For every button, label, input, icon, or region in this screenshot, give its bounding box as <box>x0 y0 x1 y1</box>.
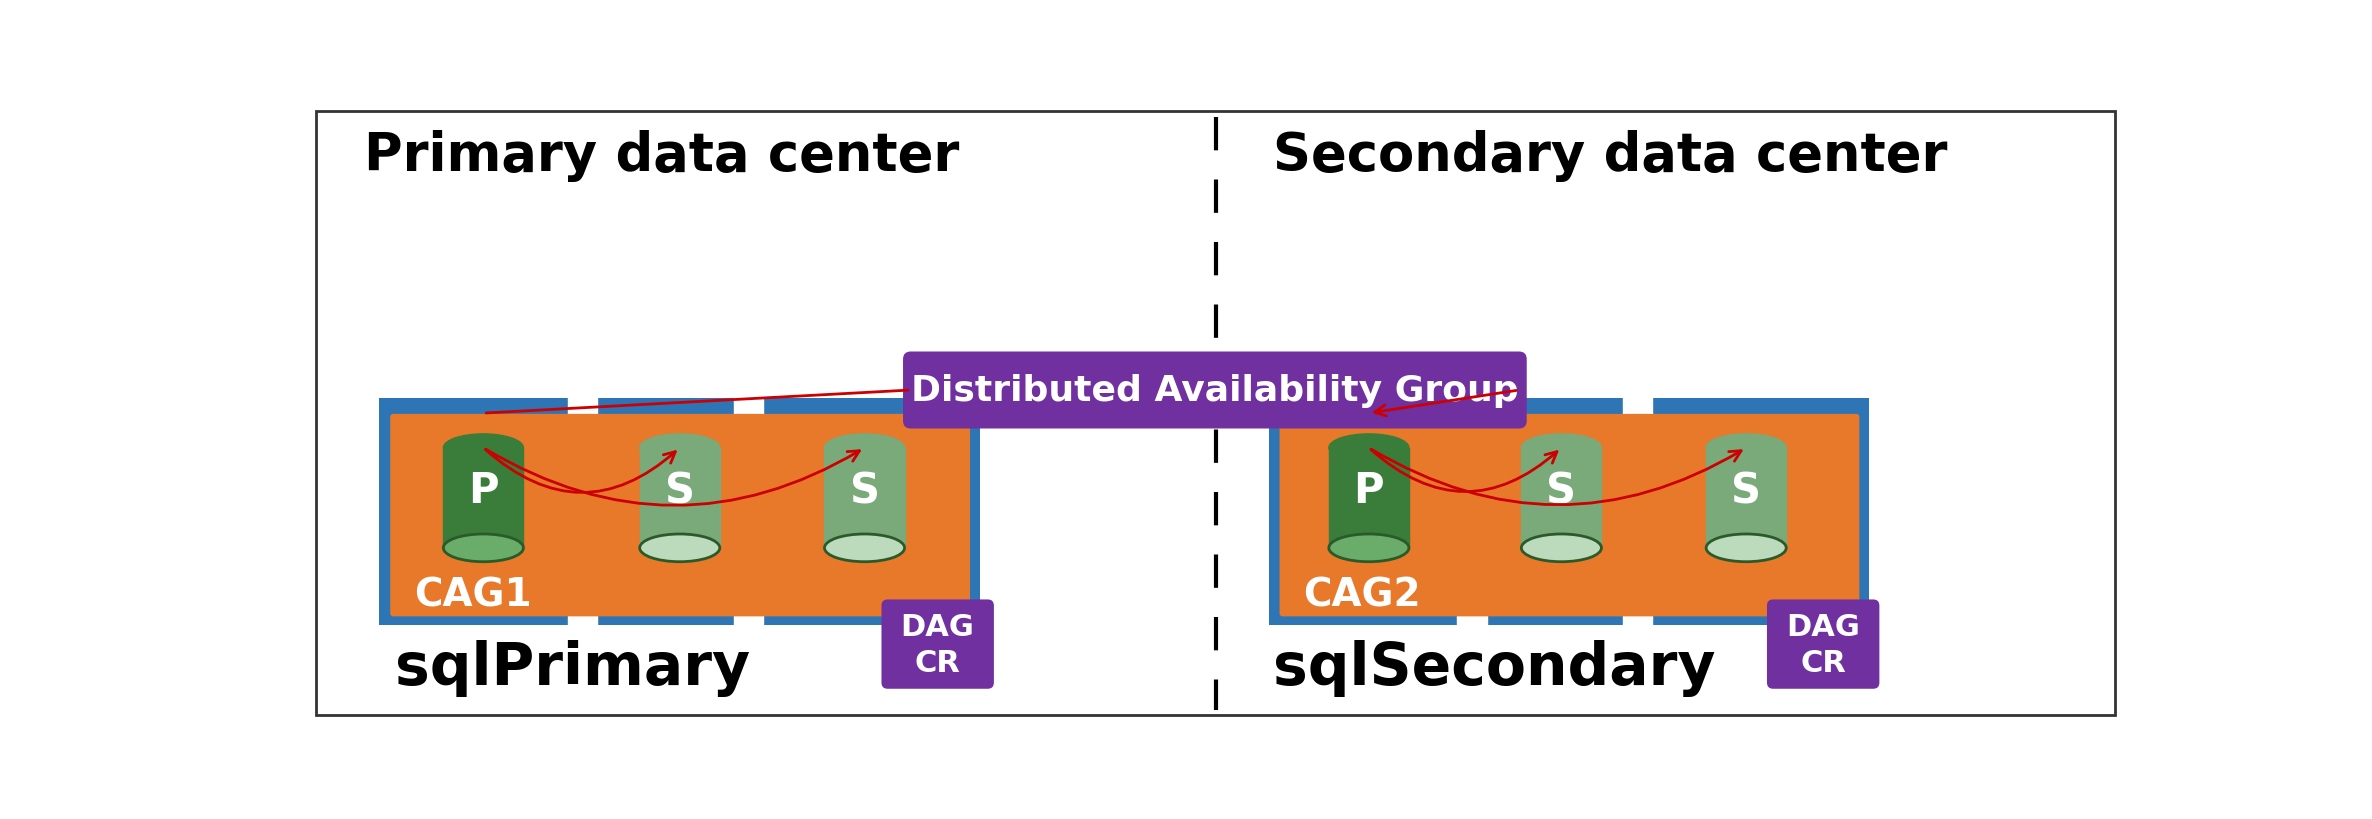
Bar <box>1328 448 1409 548</box>
Text: S: S <box>664 469 695 512</box>
Bar <box>1269 398 1869 625</box>
Ellipse shape <box>1520 434 1601 462</box>
Text: Secondary data center: Secondary data center <box>1274 130 1947 182</box>
Ellipse shape <box>444 434 524 462</box>
FancyBboxPatch shape <box>315 112 2116 715</box>
Text: DAG
CR: DAG CR <box>901 612 975 676</box>
FancyBboxPatch shape <box>904 352 1528 429</box>
FancyBboxPatch shape <box>1279 414 1860 617</box>
Text: sqlSecondary: sqlSecondary <box>1274 639 1715 696</box>
FancyBboxPatch shape <box>1767 600 1879 689</box>
Bar <box>1705 448 1786 548</box>
Ellipse shape <box>1705 534 1786 562</box>
Text: DAG
CR: DAG CR <box>1786 612 1860 676</box>
Ellipse shape <box>1328 434 1409 462</box>
Bar <box>567 395 598 629</box>
Bar <box>733 395 764 629</box>
Text: S: S <box>1547 469 1577 512</box>
Bar <box>444 448 524 548</box>
Text: CAG2: CAG2 <box>1305 576 1421 613</box>
FancyBboxPatch shape <box>391 414 970 617</box>
Text: CAG1: CAG1 <box>415 576 531 613</box>
Ellipse shape <box>1328 534 1409 562</box>
Ellipse shape <box>640 534 719 562</box>
Bar <box>825 448 904 548</box>
Ellipse shape <box>825 534 904 562</box>
Bar <box>640 448 719 548</box>
Text: Primary data center: Primary data center <box>363 130 958 182</box>
Text: P: P <box>1354 469 1385 512</box>
Text: P: P <box>467 469 498 512</box>
Bar <box>1520 448 1601 548</box>
Text: S: S <box>849 469 880 512</box>
Text: S: S <box>1732 469 1760 512</box>
Text: sqlPrimary: sqlPrimary <box>394 639 750 696</box>
Ellipse shape <box>825 434 904 462</box>
Bar <box>1622 395 1653 629</box>
Ellipse shape <box>1520 534 1601 562</box>
Ellipse shape <box>640 434 719 462</box>
Bar <box>1456 395 1487 629</box>
FancyBboxPatch shape <box>882 600 994 689</box>
Text: Distributed Availability Group: Distributed Availability Group <box>911 373 1518 408</box>
Ellipse shape <box>444 534 524 562</box>
Bar <box>380 398 980 625</box>
Ellipse shape <box>1705 434 1786 462</box>
